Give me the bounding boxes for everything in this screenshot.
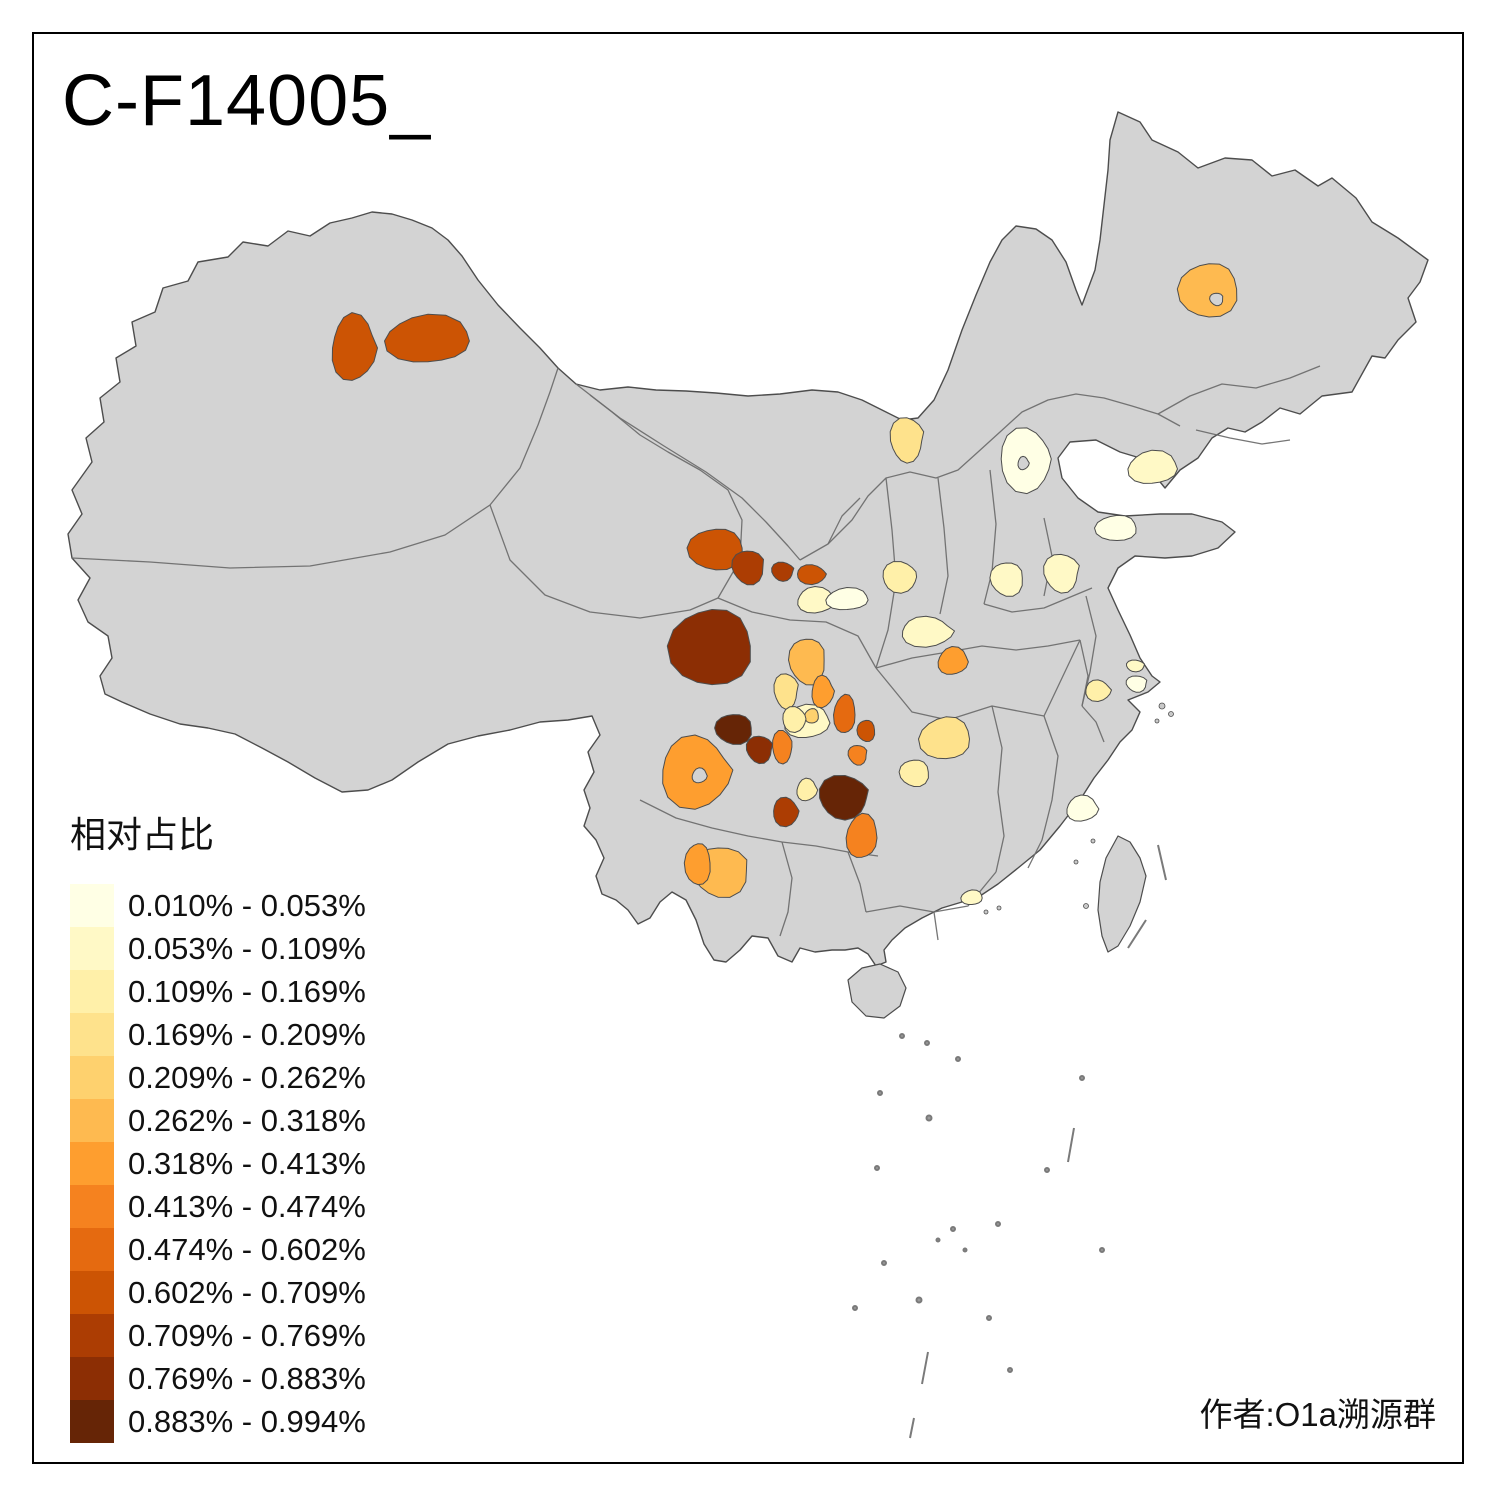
legend-rows: 0.010% - 0.053% 0.053% - 0.109% 0.109% - 0… <box>70 884 366 1443</box>
map-region <box>898 759 929 787</box>
legend-label: 0.709% - 0.769% <box>128 1317 366 1353</box>
map-region <box>782 706 807 733</box>
legend-row: 0.474% - 0.602% <box>70 1228 366 1271</box>
map-region <box>666 609 751 686</box>
map-region <box>901 615 955 648</box>
legend-swatch <box>70 1228 114 1271</box>
legend-row: 0.883% - 0.994% <box>70 1400 366 1443</box>
map-region <box>1127 449 1178 484</box>
map-region <box>384 313 470 363</box>
legend-row: 0.209% - 0.262% <box>70 1056 366 1099</box>
map-region <box>1017 455 1030 471</box>
map-region <box>683 843 711 886</box>
coastal-islets <box>983 702 1174 915</box>
legend-title: 相对占比 <box>70 814 215 855</box>
map-region <box>797 586 838 614</box>
map-region <box>833 693 856 733</box>
map-region <box>937 646 969 675</box>
legend-row: 0.262% - 0.318% <box>70 1099 366 1142</box>
legend-row: 0.318% - 0.413% <box>70 1142 366 1185</box>
map-region <box>960 889 983 905</box>
legend-swatch <box>70 1400 114 1443</box>
map-region <box>1043 553 1080 594</box>
legend-swatch <box>70 1314 114 1357</box>
legend-label: 0.769% - 0.883% <box>128 1360 366 1396</box>
legend-row: 0.109% - 0.169% <box>70 970 366 1013</box>
legend-swatch <box>70 927 114 970</box>
legend-swatch <box>70 1185 114 1228</box>
map-region <box>818 775 869 821</box>
choropleth-regions <box>331 263 1238 905</box>
legend-row: 0.413% - 0.474% <box>70 1185 366 1228</box>
map-region <box>1085 679 1112 702</box>
map-region <box>772 730 793 765</box>
map-region <box>845 812 878 858</box>
hainan-island <box>847 963 907 1019</box>
legend-row: 0.769% - 0.883% <box>70 1357 366 1400</box>
map-region <box>731 550 764 586</box>
legend-swatch <box>70 1271 114 1314</box>
legend: 相对占比 0.010% - 0.053% 0.053% - 0.109% 0.109… <box>70 806 366 1443</box>
map-region <box>797 564 827 586</box>
legend-swatch <box>70 1357 114 1400</box>
legend-label: 0.602% - 0.709% <box>128 1274 366 1310</box>
legend-row: 0.169% - 0.209% <box>70 1013 366 1056</box>
map-region <box>825 587 869 611</box>
map-region <box>1126 659 1145 673</box>
map-region <box>811 674 835 709</box>
map-region <box>745 735 774 765</box>
legend-label: 0.413% - 0.474% <box>128 1188 366 1224</box>
south-china-sea-marks <box>852 844 1167 1439</box>
legend-row: 0.010% - 0.053% <box>70 884 366 927</box>
map-region <box>918 716 970 760</box>
map-region <box>714 714 752 745</box>
map-region <box>686 528 743 571</box>
legend-swatch <box>70 1056 114 1099</box>
page-title: C-F14005_ <box>62 61 432 141</box>
legend-row: 0.602% - 0.709% <box>70 1271 366 1314</box>
legend-label: 0.109% - 0.169% <box>128 973 366 1009</box>
map-region <box>856 719 876 742</box>
map-region <box>691 767 708 784</box>
map-region <box>771 561 795 582</box>
legend-swatch <box>70 1013 114 1056</box>
map-region <box>889 417 925 464</box>
legend-row: 0.709% - 0.769% <box>70 1314 366 1357</box>
legend-swatch <box>70 884 114 927</box>
legend-swatch <box>70 970 114 1013</box>
author-note: 作者:O1a溯源群 <box>1199 1396 1436 1433</box>
map-region <box>989 562 1023 597</box>
legend-label: 0.010% - 0.053% <box>128 887 366 923</box>
legend-row: 0.053% - 0.109% <box>70 927 366 970</box>
legend-label: 0.053% - 0.109% <box>128 930 366 966</box>
legend-label: 0.474% - 0.602% <box>128 1231 366 1267</box>
legend-label: 0.883% - 0.994% <box>128 1403 366 1439</box>
map-region <box>773 796 800 828</box>
legend-label: 0.169% - 0.209% <box>128 1016 366 1052</box>
map-region <box>796 777 819 802</box>
map-region <box>1125 675 1148 693</box>
legend-label: 0.318% - 0.413% <box>128 1145 366 1181</box>
legend-swatch <box>70 1142 114 1185</box>
map-region <box>1209 292 1224 307</box>
legend-label: 0.262% - 0.318% <box>128 1102 366 1138</box>
legend-label: 0.209% - 0.262% <box>128 1059 366 1095</box>
taiwan-island <box>1097 835 1147 953</box>
map-region <box>1094 514 1137 541</box>
map-region <box>847 745 868 766</box>
map-region <box>331 312 378 381</box>
map-region <box>882 561 918 594</box>
map-region <box>1066 794 1100 822</box>
legend-swatch <box>70 1099 114 1142</box>
